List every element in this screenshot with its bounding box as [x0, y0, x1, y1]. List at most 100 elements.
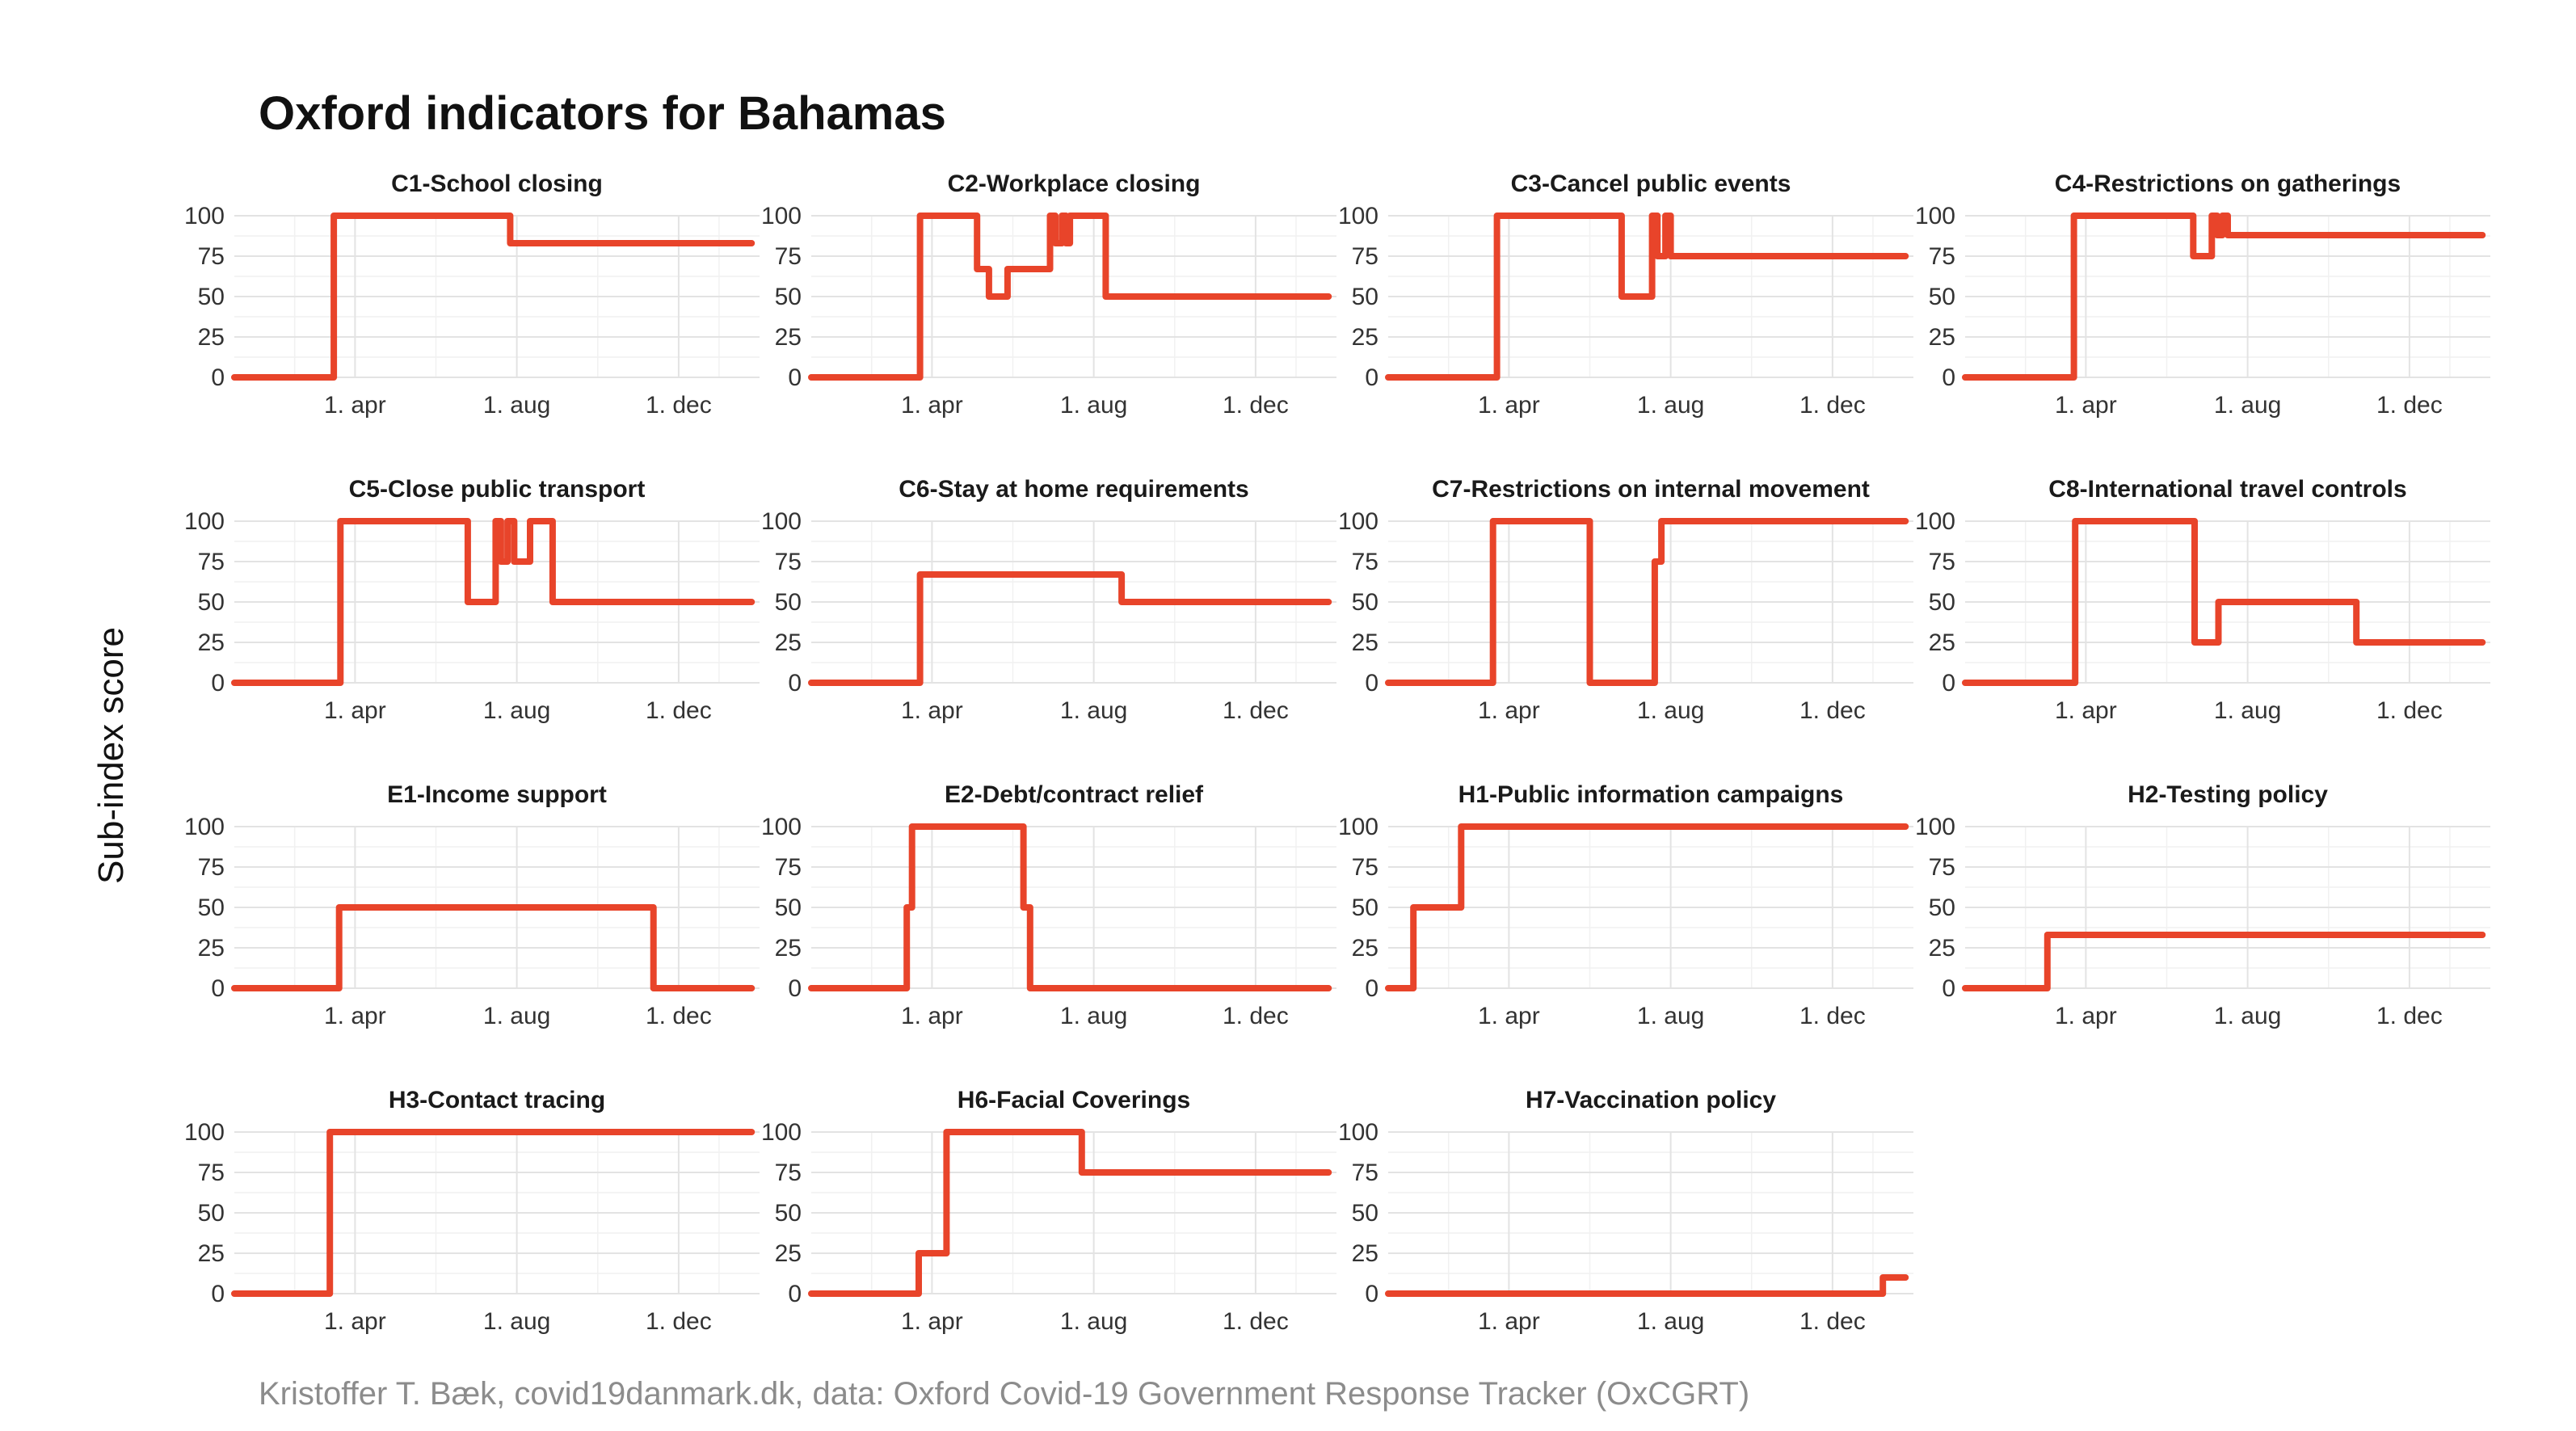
y-tick-label: 100 — [761, 1119, 802, 1146]
y-tick-label: 75 — [1352, 549, 1378, 575]
y-axis-label: Sub-index score — [91, 627, 131, 884]
panel-title: H6-Facial Coverings — [958, 1087, 1190, 1113]
x-tick-label: 1. aug — [1637, 1308, 1704, 1335]
panel-3: 0 25 50 75 100 1. apr 1. aug 1. dec C3-Cancel pu… — [1338, 170, 1913, 419]
x-tick-label: 1. aug — [483, 1003, 550, 1029]
panel-title: C6-Stay at home requirements — [899, 476, 1248, 503]
series-line — [231, 213, 756, 381]
x-tick-label: 1. dec — [1799, 697, 1866, 724]
panel-6: 0 25 50 75 100 1. apr 1. aug 1. dec C6-Stay at h… — [761, 476, 1336, 724]
series-line — [1385, 1274, 1909, 1297]
x-tick-label: 1. apr — [2055, 697, 2117, 724]
x-tick-label: 1. aug — [483, 392, 550, 419]
y-tick-label: 75 — [198, 1160, 225, 1186]
y-tick-label: 50 — [1352, 589, 1378, 616]
x-tick-label: 1. apr — [1478, 392, 1540, 419]
x-tick-label: 1. aug — [1637, 697, 1704, 724]
series-line — [231, 1129, 756, 1297]
y-tick-label: 0 — [1365, 364, 1378, 391]
panel-12: 0 25 50 75 100 1. apr 1. aug 1. dec H2-Testing p… — [1915, 781, 2490, 1029]
panel-15: 0 25 50 75 100 1. apr 1. aug 1. dec H7-Vaccinati… — [1338, 1087, 1913, 1335]
panel-title: C1-School closing — [391, 170, 603, 197]
y-tick-label: 100 — [1338, 1119, 1378, 1146]
y-tick-label: 25 — [775, 629, 802, 656]
y-tick-label: 25 — [775, 324, 802, 351]
panel-title: C4-Restrictions on gatherings — [2055, 170, 2401, 197]
y-tick-label: 0 — [788, 1281, 802, 1307]
x-tick-label: 1. apr — [2055, 1003, 2117, 1029]
panel-4: 0 25 50 75 100 1. apr 1. aug 1. dec C4-Restricti… — [1915, 170, 2490, 419]
y-tick-label: 0 — [211, 1281, 225, 1307]
y-tick-label: 25 — [1929, 935, 1955, 962]
y-tick-label: 50 — [198, 284, 225, 310]
y-tick-label: 50 — [1352, 894, 1378, 921]
caption: Kristoffer T. Bæk, covid19danmark.dk, da… — [259, 1376, 1749, 1412]
y-tick-label: 50 — [1352, 284, 1378, 310]
x-tick-label: 1. apr — [324, 392, 386, 419]
y-tick-label: 0 — [1365, 975, 1378, 1002]
y-tick-label: 75 — [775, 243, 802, 270]
panel-title: H7-Vaccination policy — [1526, 1087, 1776, 1113]
panel-title: C3-Cancel public events — [1511, 170, 1791, 197]
panel-title: E1-Income support — [387, 781, 607, 808]
y-tick-label: 25 — [1352, 1240, 1378, 1267]
y-tick-label: 25 — [775, 1240, 802, 1267]
y-tick-label: 50 — [775, 284, 802, 310]
y-tick-label: 100 — [184, 508, 225, 535]
x-tick-label: 1. aug — [1637, 392, 1704, 419]
y-tick-label: 0 — [788, 364, 802, 391]
y-tick-label: 50 — [198, 1200, 225, 1227]
y-tick-label: 25 — [1929, 324, 1955, 351]
y-tick-label: 25 — [1352, 324, 1378, 351]
panel-13: 0 25 50 75 100 1. apr 1. aug 1. dec H3-Contact t… — [184, 1087, 760, 1335]
y-tick-label: 25 — [1929, 629, 1955, 656]
y-tick-label: 100 — [761, 814, 802, 840]
y-tick-label: 75 — [775, 1160, 802, 1186]
x-tick-label: 1. dec — [1223, 392, 1289, 419]
panel-11: 0 25 50 75 100 1. apr 1. aug 1. dec H1-Public in… — [1338, 781, 1913, 1029]
y-tick-label: 100 — [184, 1119, 225, 1146]
x-tick-label: 1. apr — [2055, 392, 2117, 419]
y-tick-label: 50 — [775, 1200, 802, 1227]
x-tick-label: 1. apr — [1478, 1308, 1540, 1335]
x-tick-label: 1. aug — [2214, 697, 2281, 724]
y-tick-label: 100 — [761, 203, 802, 229]
x-tick-label: 1. apr — [901, 1003, 963, 1029]
panel-1: 0 25 50 75 100 1. apr 1. aug 1. dec C1-School cl… — [184, 170, 760, 419]
x-tick-label: 1. dec — [1799, 392, 1866, 419]
series-line — [1385, 518, 1909, 686]
y-tick-label: 0 — [211, 975, 225, 1002]
y-tick-label: 50 — [1929, 894, 1955, 921]
x-tick-label: 1. dec — [646, 392, 712, 419]
y-tick-label: 75 — [1929, 549, 1955, 575]
x-tick-label: 1. aug — [1060, 392, 1127, 419]
panel-title: H1-Public information campaigns — [1458, 781, 1844, 808]
y-tick-label: 25 — [775, 935, 802, 962]
chart-title: Oxford indicators for Bahamas — [259, 87, 946, 140]
y-tick-label: 50 — [198, 894, 225, 921]
y-tick-label: 100 — [761, 508, 802, 535]
series-line — [808, 213, 1332, 381]
x-tick-label: 1. apr — [324, 1003, 386, 1029]
y-tick-label: 0 — [788, 670, 802, 697]
y-tick-label: 0 — [1942, 364, 1955, 391]
y-tick-label: 100 — [1915, 203, 1955, 229]
panel-7: 0 25 50 75 100 1. apr 1. aug 1. dec C7-Restricti… — [1338, 476, 1913, 724]
y-tick-label: 25 — [1352, 629, 1378, 656]
series-line — [1962, 213, 2486, 381]
y-tick-label: 50 — [1929, 284, 1955, 310]
x-tick-label: 1. aug — [1060, 697, 1127, 724]
series-line — [808, 823, 1332, 991]
x-tick-label: 1. apr — [1478, 1003, 1540, 1029]
x-tick-label: 1. aug — [483, 697, 550, 724]
y-tick-label: 50 — [198, 589, 225, 616]
x-tick-label: 1. dec — [1799, 1003, 1866, 1029]
y-tick-label: 100 — [184, 814, 225, 840]
y-tick-label: 100 — [1915, 814, 1955, 840]
x-tick-label: 1. dec — [1799, 1308, 1866, 1335]
y-tick-label: 75 — [198, 854, 225, 881]
y-tick-label: 100 — [1915, 508, 1955, 535]
panel-grid: 0 25 50 75 100 1. apr 1. aug 1. dec C1-School cl… — [184, 170, 2490, 1335]
y-tick-label: 50 — [775, 894, 802, 921]
